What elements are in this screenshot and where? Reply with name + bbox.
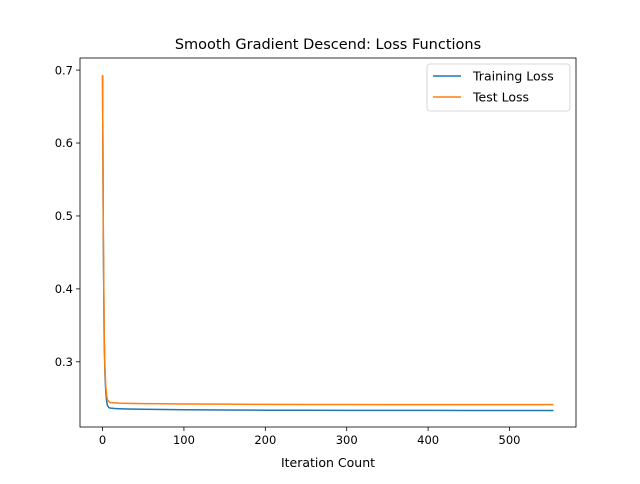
legend: Training Loss Test Loss (426, 63, 571, 112)
y-tick-label: 0.7 (55, 63, 73, 77)
x-tick-label: 300 (336, 433, 358, 447)
plot-area-frame (79, 57, 577, 428)
x-tick-label: 100 (173, 433, 195, 447)
chart-title: Smooth Gradient Descend: Loss Functions (175, 37, 481, 53)
y-tick-label: 0.3 (55, 355, 73, 369)
series-layer (101, 75, 554, 412)
y-tick-label: 0.4 (55, 282, 73, 296)
x-tick-label: 0 (99, 433, 106, 447)
legend-label-training-loss: Training Loss (472, 69, 554, 84)
y-axis-ticks: 0.3 0.4 0.5 0.6 0.7 (55, 63, 80, 369)
x-tick-label: 400 (417, 433, 439, 447)
x-axis-label: Iteration Count (281, 455, 375, 470)
x-axis-ticks: 0 100 200 300 400 500 (99, 427, 521, 447)
series-line-test-loss (101, 75, 554, 406)
x-tick-label: 500 (499, 433, 521, 447)
x-tick-label: 200 (254, 433, 276, 447)
y-tick-label: 0.6 (55, 136, 73, 150)
legend-label-test-loss: Test Loss (472, 90, 529, 105)
legend-box (426, 63, 571, 112)
y-tick-label: 0.5 (55, 209, 73, 223)
